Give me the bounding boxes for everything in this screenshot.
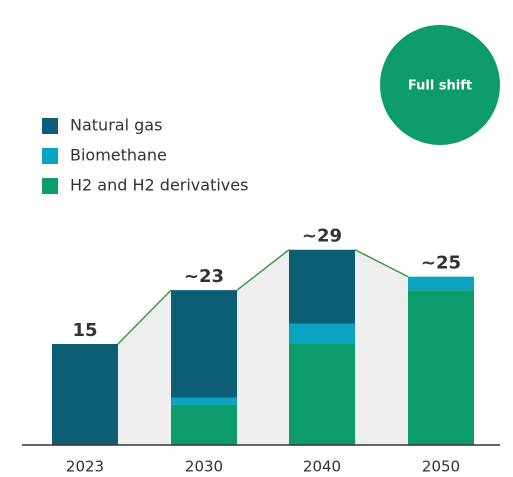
x-tick-label: 2023 <box>66 458 104 476</box>
total-label: ~29 <box>302 226 342 247</box>
annotation-circle <box>380 25 500 145</box>
connector-line <box>354 249 409 278</box>
x-tick-label: 2040 <box>303 458 341 476</box>
connector-line <box>117 289 172 345</box>
bar-segment <box>171 397 237 405</box>
bar-segment <box>171 404 237 445</box>
legend-label: Natural gas <box>70 116 162 135</box>
total-label: ~25 <box>421 253 461 274</box>
connector-area <box>355 249 408 445</box>
connector-area <box>237 249 289 445</box>
legend-swatch <box>42 118 58 134</box>
x-tick-label: 2050 <box>422 458 460 476</box>
legend-swatch <box>42 148 58 164</box>
total-label: 15 <box>72 320 97 341</box>
x-tick-label: 2030 <box>185 458 223 476</box>
bar-segment <box>171 290 237 398</box>
bar-segment <box>408 290 474 445</box>
legend-label: H2 and H2 derivatives <box>70 176 248 195</box>
annotation: Full shift <box>408 79 472 94</box>
bar-segment <box>408 276 474 291</box>
connector-line <box>236 249 290 291</box>
bar-segment <box>289 344 355 445</box>
bar-segment <box>52 344 118 445</box>
bar-segment <box>289 323 355 344</box>
legend-label: Biomethane <box>70 146 167 165</box>
bar-segment <box>289 249 355 324</box>
legend-swatch <box>42 178 58 194</box>
total-label: ~23 <box>184 266 224 287</box>
connector-area <box>118 290 171 445</box>
